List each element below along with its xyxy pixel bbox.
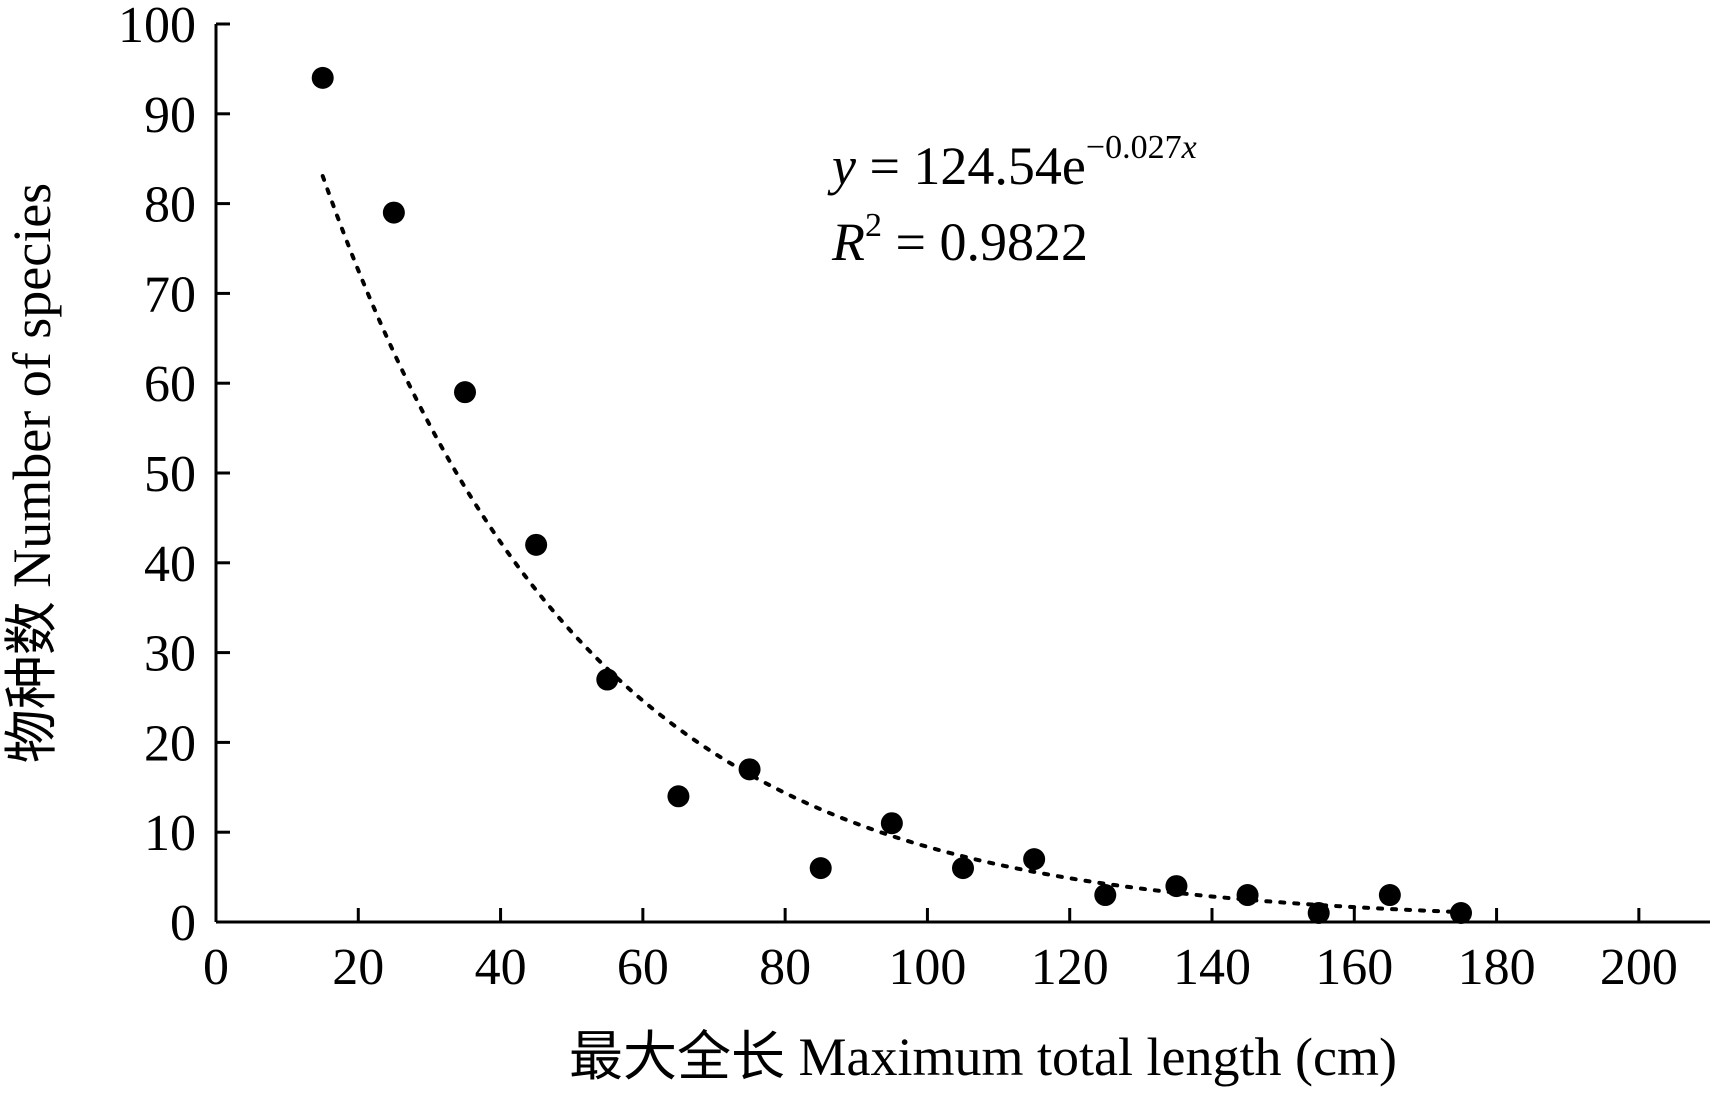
x-tick-label: 80 <box>759 939 811 996</box>
equation-y-var: y <box>827 136 856 196</box>
data-point <box>880 812 903 835</box>
y-tick-label: 20 <box>144 715 196 772</box>
x-tick-label: 140 <box>1173 939 1251 996</box>
data-point <box>454 381 476 404</box>
data-point <box>1165 875 1188 898</box>
data-point <box>525 533 548 556</box>
data-point <box>1450 902 1472 925</box>
x-tick-label: 0 <box>203 939 229 996</box>
data-point <box>382 201 405 224</box>
x-tick-label: 60 <box>617 939 669 996</box>
data-point <box>738 758 761 781</box>
x-tick-label: 40 <box>475 939 527 996</box>
x-tick-label: 100 <box>888 939 966 996</box>
data-points <box>311 66 1472 925</box>
data-point <box>596 668 619 691</box>
y-axis-title: 物种数 Number of species <box>2 183 62 763</box>
y-tick-label: 10 <box>144 805 196 862</box>
equation-exponent-var: x <box>1181 129 1197 166</box>
y-tick-label: 40 <box>144 536 196 593</box>
y-tick-label: 80 <box>144 177 196 234</box>
r-squared-sup: 2 <box>865 207 882 244</box>
x-axis-ticks: 0 20 40 60 80 100 120 140 160 180 200 <box>203 908 1678 996</box>
data-point <box>952 857 974 880</box>
y-axis-ticks: 0 10 20 30 40 50 60 70 80 90 100 <box>118 0 230 952</box>
y-tick-label: 0 <box>170 895 196 952</box>
y-tick-label: 90 <box>144 87 196 144</box>
equation-exponent: −0.027 <box>1086 129 1182 166</box>
data-point <box>1307 902 1330 925</box>
x-tick-label: 180 <box>1458 939 1536 996</box>
data-point <box>809 857 832 880</box>
y-tick-label: 60 <box>144 356 196 413</box>
trend-equation: y = 124.54e−0.027x <box>827 129 1197 196</box>
x-tick-label: 160 <box>1315 939 1393 996</box>
x-tick-label: 20 <box>332 939 384 996</box>
y-tick-label: 30 <box>144 626 196 683</box>
x-axis-title: 最大全长 Maximum total length (cm) <box>569 1027 1397 1087</box>
data-point <box>1094 884 1117 907</box>
y-tick-label: 70 <box>144 266 196 323</box>
r-squared: R2 = 0.9822 <box>831 207 1088 272</box>
trend-line <box>320 174 1463 915</box>
x-tick-label: 120 <box>1031 939 1109 996</box>
x-tick-label: 200 <box>1600 939 1678 996</box>
r-squared-value: = 0.9822 <box>882 212 1088 272</box>
y-tick-label: 100 <box>118 0 196 54</box>
data-point <box>1236 884 1259 907</box>
data-point <box>667 785 690 808</box>
r-squared-var: R <box>831 212 865 272</box>
y-tick-label: 50 <box>144 446 196 503</box>
equation-main: = 124.54e <box>856 136 1086 196</box>
data-point <box>311 66 334 89</box>
data-point <box>1023 848 1046 871</box>
data-point <box>1378 884 1401 907</box>
